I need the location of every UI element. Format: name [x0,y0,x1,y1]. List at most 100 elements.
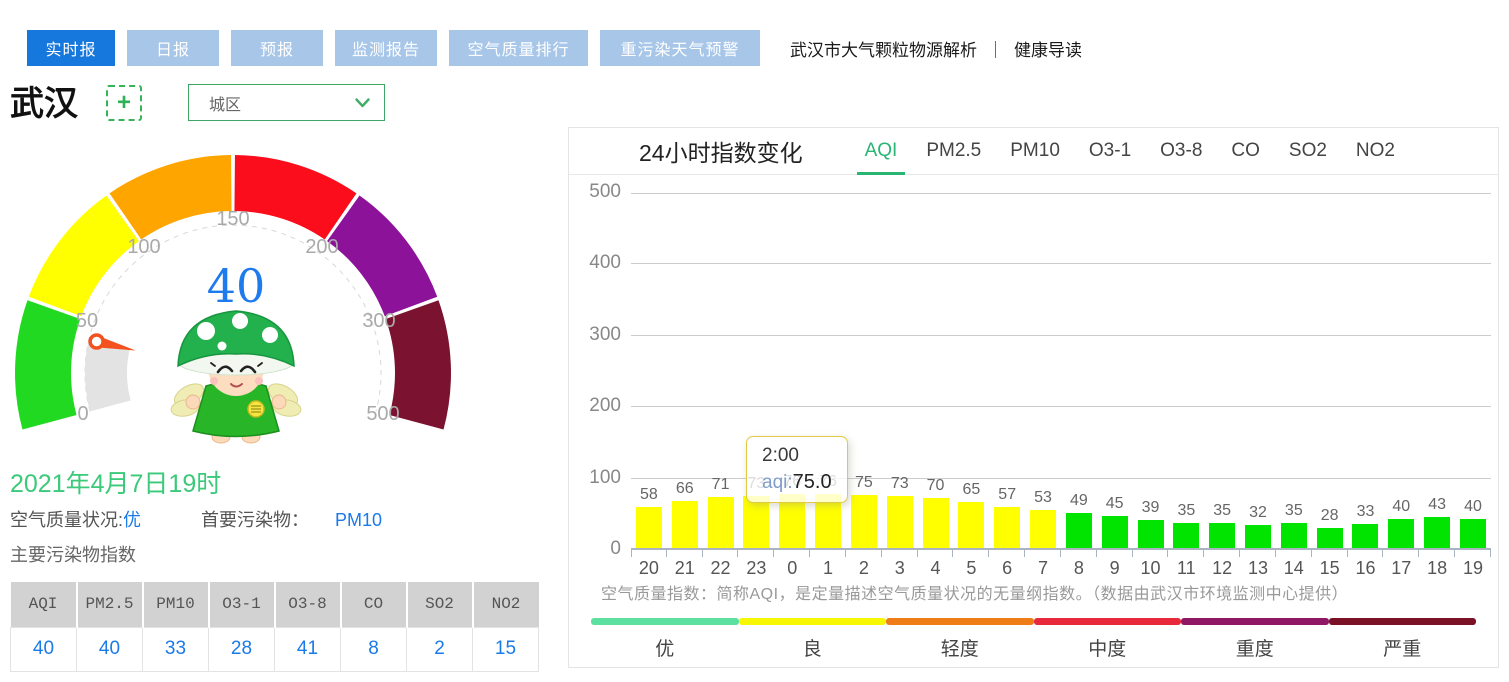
chart-tab-so2[interactable]: SO2 [1289,128,1327,175]
bar[interactable] [743,495,770,548]
bar[interactable] [1244,525,1271,548]
mascot-image [170,310,302,444]
bar[interactable] [922,498,949,548]
bar-slot-20[interactable]: 58 20 [631,193,667,578]
bar[interactable] [1137,520,1164,548]
link-health-guide[interactable]: 健康导读 [1014,40,1082,60]
link-particulate-source-analysis[interactable]: 武汉市大气颗粒物源解析 [790,40,977,60]
col-header-o38: O3-8 [274,582,342,627]
chart-tab-pm10[interactable]: PM10 [1010,128,1060,175]
primary-pollutant-value[interactable]: PM10 [335,510,383,530]
nav-tab-aqi-ranking[interactable]: 空气质量排行 [449,30,588,66]
chart-tab-o38[interactable]: O3-8 [1160,128,1202,175]
bar-slot-21[interactable]: 66 21 [667,193,703,578]
x-axis-label: 18 [1427,558,1448,578]
bar-slot-15[interactable]: 28 15 [1312,193,1348,578]
bar[interactable] [1101,515,1128,548]
nav-tab-forecast[interactable]: 预报 [231,30,323,66]
bar-value-label: 65 [962,480,981,498]
bar[interactable] [707,497,734,548]
bar[interactable] [994,507,1021,548]
gauge-value: 40 [207,259,266,313]
bar-value-label: 40 [1464,498,1482,516]
nav-tab-heavy-pollution-warning[interactable]: 重污染天气预警 [600,30,760,66]
nav-tab-realtime-report[interactable]: 实时报 [27,30,115,66]
bar-slot-17[interactable]: 40 17 [1383,193,1420,578]
bar-value-label: 28 [1320,507,1339,524]
bar-slot-11[interactable]: 35 11 [1168,193,1205,578]
bar-value-label: 71 [711,476,730,494]
bar-value-label: 32 [1249,504,1267,522]
legend-item: 良 [738,618,886,661]
chart-tooltip: 2:00 aqi:75.0 [746,436,848,503]
bar[interactable] [1459,519,1486,548]
bar[interactable] [635,506,662,548]
chart-tab-no2[interactable]: NO2 [1356,128,1395,175]
bar-slot-6[interactable]: 57 6 [989,193,1025,578]
chart-tab-aqi[interactable]: AQI [856,128,906,175]
bar[interactable] [850,494,877,548]
bar-slot-22[interactable]: 71 22 [703,193,739,578]
bar-value-label: 35 [1177,502,1196,519]
bar[interactable] [1352,524,1379,548]
bar-slot-13[interactable]: 32 13 [1240,193,1276,578]
legend-item: 重度 [1181,618,1329,661]
bar-value-label: 35 [1284,502,1303,519]
link-separator: ｜ [987,40,1004,60]
bar[interactable] [1280,523,1307,548]
nav-tab-daily-report[interactable]: 日报 [127,30,219,66]
legend-label: 严重 [1383,639,1422,660]
x-axis-label: 2 [858,558,869,578]
bar-value-label: 49 [1069,492,1088,509]
bar[interactable] [1424,517,1451,548]
bar[interactable] [1030,510,1057,548]
gauge-tick-150: 150 [216,208,249,230]
pollutant-value-row: 40 40 33 28 41 8 2 15 [10,626,539,672]
bar-value-label: 75 [854,473,873,491]
chart-card-header: 24小时指数变化 AQI PM2.5 PM10 O3-1 O3-8 CO SO2… [569,128,1498,175]
bar-slot-10[interactable]: 39 10 [1133,193,1169,578]
value-no2: 15 [472,626,539,672]
bar-slot-4[interactable]: 70 4 [918,193,954,578]
bar[interactable] [1316,528,1343,548]
bar[interactable] [886,495,913,548]
bar-slot-3[interactable]: 73 3 [882,193,918,578]
chart-tab-o31[interactable]: O3-1 [1089,128,1131,175]
legend-label: 重度 [1235,639,1274,660]
col-header-pm25: PM2.5 [76,582,144,627]
gauge-segment-severe [385,300,451,430]
bar[interactable] [1388,519,1415,548]
district-select[interactable]: 城区 [188,84,385,121]
x-axis-label: 21 [674,558,695,578]
bar-slot-2[interactable]: 75 2 [846,193,882,578]
bar-slot-18[interactable]: 43 18 [1419,193,1455,578]
bar-slot-7[interactable]: 53 7 [1025,193,1061,578]
bar[interactable] [1209,523,1236,548]
y-tick-100: 100 [589,467,621,488]
bar-slot-14[interactable]: 35 14 [1276,193,1312,578]
gauge-segment-heavy [326,195,438,317]
pollutant-table-title: 主要污染物指数 [10,545,136,565]
bar-slot-16[interactable]: 33 16 [1348,193,1384,578]
x-axis-label: 14 [1283,558,1304,578]
add-city-button[interactable]: + [106,85,142,121]
bar-slot-19[interactable]: 40 19 [1455,193,1491,578]
bar-slot-9[interactable]: 45 9 [1097,193,1133,578]
chart-tab-pm25[interactable]: PM2.5 [926,128,981,175]
bar-slot-8[interactable]: 49 8 [1061,193,1097,578]
nav-tab-monitoring-report[interactable]: 监测报告 [335,30,437,66]
value-aqi: 40 [10,626,77,672]
legend-item: 优 [591,618,739,661]
bar-value-label: 43 [1428,496,1447,514]
bar-slot-5[interactable]: 65 5 [953,193,990,578]
bar[interactable] [671,500,698,548]
chart-tab-co[interactable]: CO [1231,128,1260,175]
bar-slot-12[interactable]: 35 12 [1204,193,1240,578]
x-axis-label: 0 [787,558,798,578]
bar-value-label: 58 [640,485,658,503]
legend-item: 严重 [1328,618,1476,661]
bar[interactable] [1173,523,1200,548]
bar[interactable] [958,501,985,548]
bar[interactable] [1065,513,1092,548]
bar-value-label: 73 [890,474,909,492]
